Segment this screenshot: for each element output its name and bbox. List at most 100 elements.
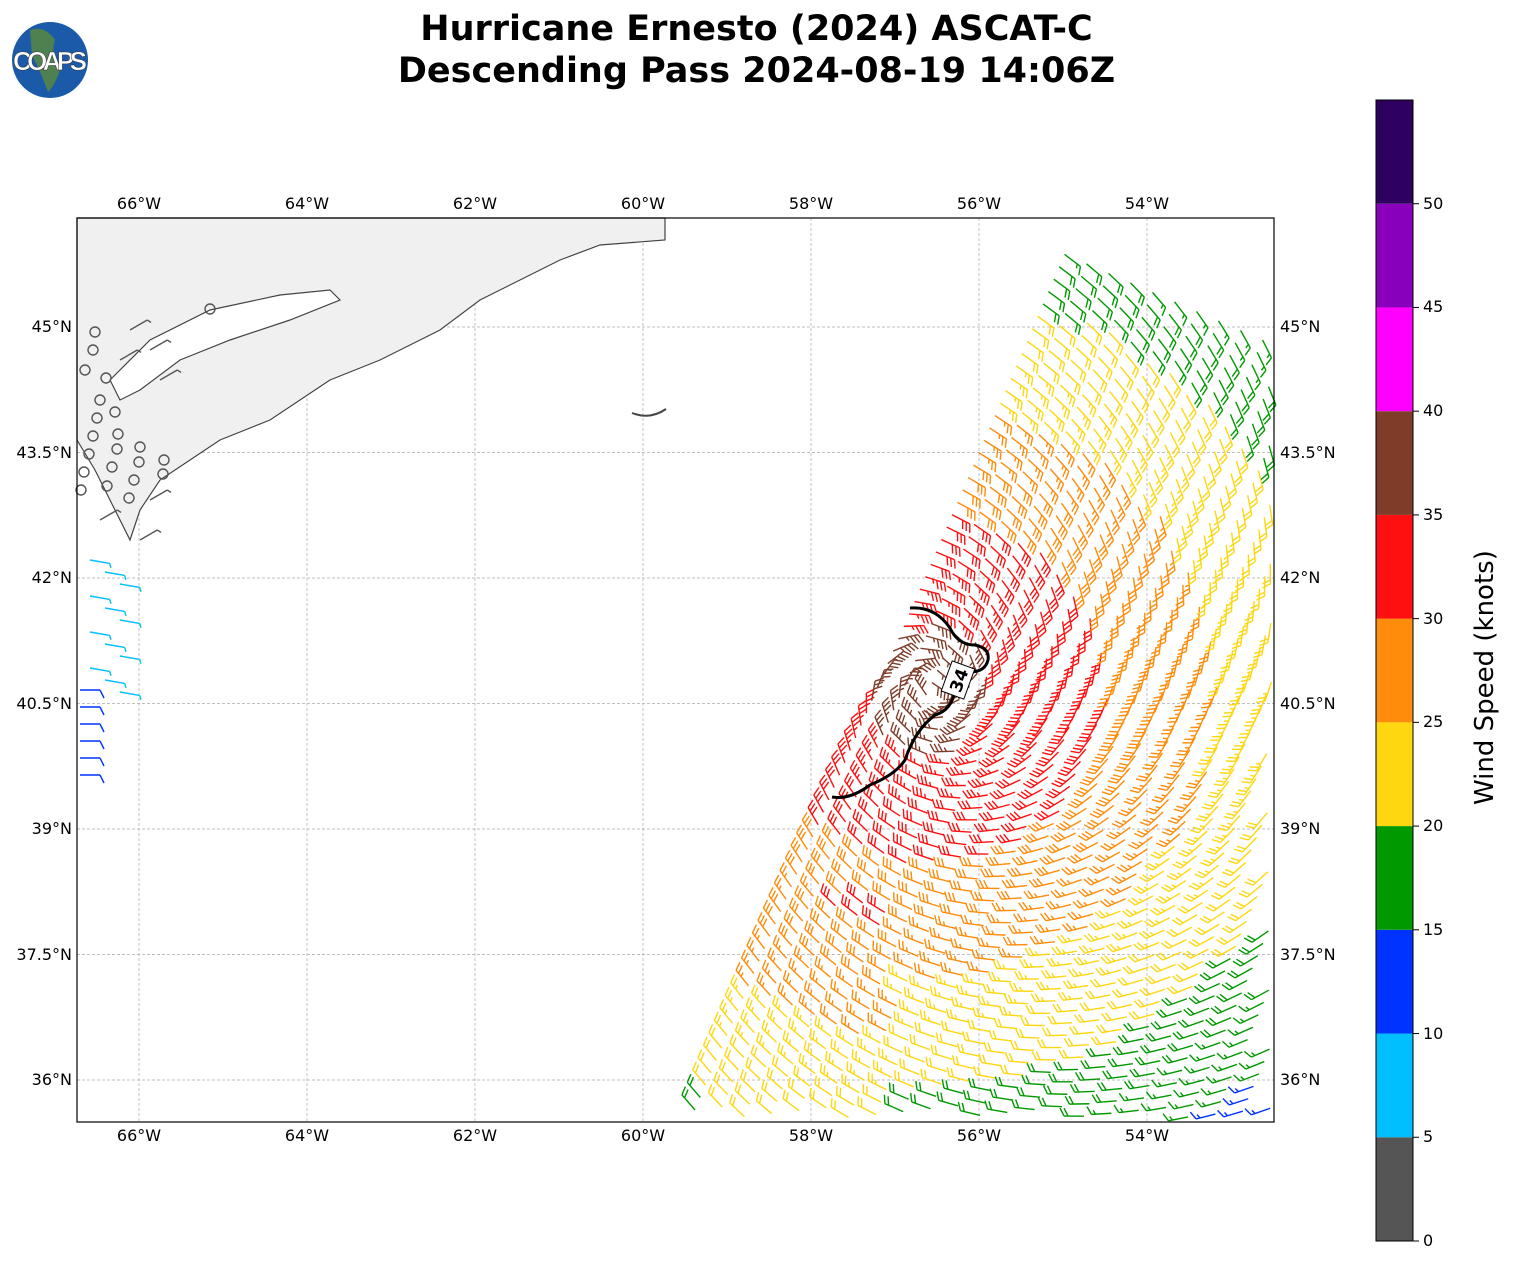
wind-barb bbox=[1188, 936, 1215, 948]
wind-barb bbox=[772, 934, 788, 959]
wind-barb bbox=[830, 978, 848, 1000]
wind-barb bbox=[1222, 1098, 1249, 1106]
wind-barb bbox=[1217, 1109, 1244, 1118]
wind-barb bbox=[697, 1049, 712, 1074]
wind-barb bbox=[950, 756, 977, 766]
lon-tick-top: 54°W bbox=[1124, 194, 1170, 213]
colorbar-segment bbox=[1376, 100, 1413, 204]
wind-barb bbox=[846, 1061, 865, 1081]
wind-barb bbox=[1024, 947, 1050, 957]
wind-barb bbox=[1026, 1063, 1051, 1074]
wind-barb bbox=[995, 833, 1022, 844]
wind-barb bbox=[1078, 829, 1104, 842]
wind-barb bbox=[1216, 603, 1228, 629]
wind-barb bbox=[1085, 758, 1109, 775]
wind-barb bbox=[1065, 431, 1081, 456]
wind-barb bbox=[1091, 1094, 1117, 1104]
wind-barb bbox=[1045, 900, 1072, 910]
colorbar-tick: 5 bbox=[1423, 1127, 1434, 1147]
wind-barb bbox=[935, 551, 956, 569]
wind-barb bbox=[1097, 297, 1114, 321]
wind-barb bbox=[1256, 576, 1266, 601]
wind-barb bbox=[702, 1036, 717, 1061]
wind-barb bbox=[968, 536, 986, 557]
wind-barb bbox=[867, 832, 885, 854]
wind-barb bbox=[1177, 901, 1203, 914]
wind-barb bbox=[1219, 756, 1240, 775]
wind-barb bbox=[1108, 272, 1124, 296]
wind-barb bbox=[1199, 535, 1209, 561]
wind-barb bbox=[1087, 440, 1102, 466]
wind-barb bbox=[1179, 783, 1202, 801]
wind-barb bbox=[957, 560, 976, 582]
wind-barb bbox=[1107, 1058, 1133, 1068]
wind-barb bbox=[943, 891, 967, 905]
wind-barb bbox=[1138, 870, 1165, 883]
wind-barb bbox=[925, 576, 947, 592]
wind-barb bbox=[1229, 414, 1239, 440]
wind-barb bbox=[1055, 878, 1082, 887]
wind-barb bbox=[1168, 313, 1182, 339]
wind-barb bbox=[825, 931, 842, 954]
wind-barb bbox=[1157, 516, 1167, 543]
wind-barb bbox=[1123, 637, 1135, 662]
wind-barb bbox=[947, 822, 972, 833]
wind-barb bbox=[1007, 924, 1033, 934]
wind-barb bbox=[1118, 1092, 1145, 1102]
wind-barb bbox=[1012, 555, 1026, 580]
wind-barb bbox=[739, 1069, 756, 1093]
wind-barb bbox=[1083, 876, 1110, 886]
wind-barb bbox=[847, 821, 863, 845]
wind-barb bbox=[996, 890, 1022, 900]
wind-barb bbox=[1066, 549, 1077, 576]
wind-barb bbox=[1233, 1073, 1260, 1082]
wind-barb bbox=[805, 860, 820, 885]
wind-barb bbox=[945, 766, 972, 776]
wind-barb bbox=[1033, 866, 1060, 877]
wind-barb bbox=[1173, 690, 1191, 712]
wind-barb bbox=[1039, 912, 1066, 922]
wind-barb bbox=[984, 558, 1001, 581]
wind-barb bbox=[1048, 290, 1066, 313]
wind-barb bbox=[1033, 810, 1060, 821]
wind-barb bbox=[730, 974, 744, 999]
wind-barb bbox=[1103, 344, 1119, 369]
wind-barb bbox=[851, 929, 870, 951]
wind-barb bbox=[719, 999, 734, 1024]
wind-barb bbox=[914, 1021, 936, 1038]
wind-barb bbox=[1086, 263, 1103, 286]
wind-barb bbox=[1104, 521, 1115, 548]
wind-barb bbox=[1160, 879, 1187, 893]
wind-barb bbox=[941, 1079, 964, 1095]
wind-barb bbox=[1169, 491, 1179, 518]
wind-barb bbox=[897, 820, 918, 839]
wind-barb bbox=[1182, 724, 1202, 744]
lon-tick-bottom: 54°W bbox=[1124, 1126, 1170, 1145]
wind-barb bbox=[1121, 590, 1132, 617]
wind-barb bbox=[1005, 626, 1016, 653]
wind-barb bbox=[1016, 1086, 1041, 1098]
wind-barb bbox=[1076, 465, 1091, 491]
wind-barb bbox=[1035, 751, 1059, 767]
wind-barb bbox=[87, 344, 99, 356]
colorbar-tick: 25 bbox=[1423, 712, 1444, 732]
wind-barb bbox=[1157, 338, 1172, 364]
colorbar-tick: 45 bbox=[1423, 297, 1444, 317]
wind-barb bbox=[1207, 780, 1230, 798]
wind-barb bbox=[1076, 677, 1092, 700]
wind-barb bbox=[946, 585, 966, 606]
wind-barb bbox=[990, 545, 1007, 569]
wind-barb bbox=[1117, 977, 1144, 987]
wind-barb bbox=[831, 749, 842, 776]
wind-barb bbox=[1109, 391, 1123, 416]
wind-barb bbox=[974, 582, 990, 606]
wind-barb bbox=[952, 811, 977, 821]
wind-barb bbox=[902, 808, 923, 827]
wind-barb bbox=[960, 914, 984, 927]
wind-barb bbox=[1006, 508, 1023, 532]
wind-barb bbox=[1194, 982, 1220, 993]
wind-barb bbox=[984, 744, 1010, 758]
wind-barb bbox=[1200, 1087, 1227, 1096]
wind-barb bbox=[1061, 807, 1087, 820]
wind-barb bbox=[745, 1056, 761, 1080]
